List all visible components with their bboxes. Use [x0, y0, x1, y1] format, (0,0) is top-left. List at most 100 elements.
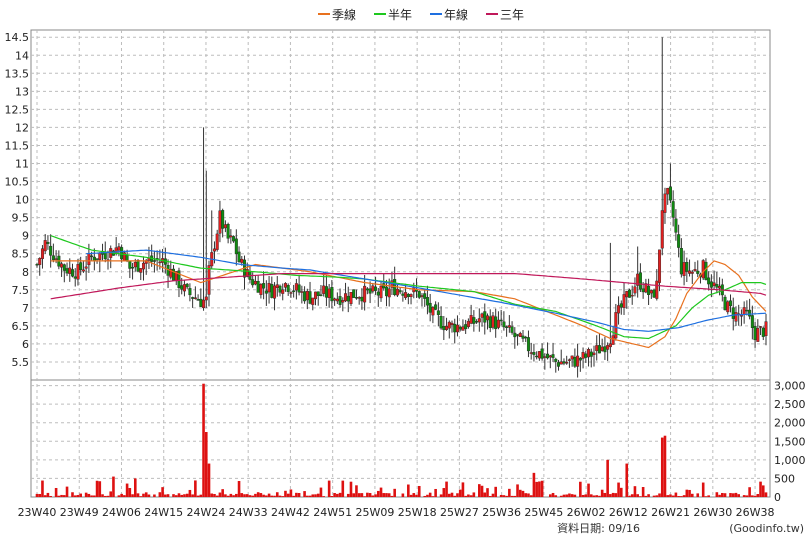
candle-body — [311, 297, 315, 305]
volume-bar — [292, 495, 295, 497]
candle-body — [660, 210, 664, 249]
candle-body — [73, 276, 77, 279]
volume-bar — [734, 492, 738, 497]
volume-bar — [745, 495, 749, 497]
candle-body — [606, 345, 610, 350]
volume-bar — [633, 486, 637, 497]
volume-bar — [426, 494, 429, 497]
volume-bar — [579, 481, 582, 497]
volume-bar — [458, 489, 462, 497]
volume-bar — [248, 495, 252, 497]
volume-bar — [453, 495, 457, 497]
volume-bar — [221, 489, 224, 497]
volume-bar — [333, 493, 336, 497]
candle-body — [363, 285, 367, 303]
volume-bar — [412, 493, 416, 497]
volume-bar — [619, 487, 623, 497]
candle-body — [764, 321, 768, 337]
candle-body — [510, 326, 514, 333]
candle-body — [745, 309, 749, 312]
candle-body — [756, 328, 760, 342]
volume-bar — [139, 496, 143, 497]
volume-bar — [117, 495, 121, 497]
x-tick-label: 24W42 — [271, 506, 310, 519]
volume-bar — [199, 494, 203, 497]
volume-bar — [491, 493, 495, 497]
volume-bar — [415, 494, 418, 497]
x-tick-label: 24W33 — [229, 506, 268, 519]
x-tick-label: 26W02 — [567, 506, 606, 519]
candle-body — [84, 266, 88, 269]
volume-bar — [753, 495, 757, 497]
candle-body — [251, 279, 255, 286]
volume-bar — [764, 492, 768, 497]
candle-body — [556, 362, 560, 367]
volume-bar — [109, 491, 113, 497]
volume-bar — [505, 495, 508, 497]
volume-bar — [600, 489, 604, 497]
volume-bar — [513, 495, 517, 497]
candle-body — [398, 290, 402, 293]
volume-bar — [281, 496, 285, 497]
candle-body — [682, 262, 686, 276]
volume-bar — [434, 488, 437, 497]
candle-body — [480, 313, 484, 318]
volume-bar — [191, 494, 194, 497]
price-tick-label: 9.5 — [12, 212, 30, 225]
volume-bar — [213, 493, 216, 497]
volume-bar — [655, 495, 659, 497]
volume-bar — [718, 494, 721, 497]
volume-bar — [237, 481, 241, 497]
volume-bar — [120, 493, 123, 497]
candle-body — [674, 218, 678, 233]
volume-bar — [215, 495, 219, 497]
price-tick-label: 11 — [15, 158, 29, 171]
candle-body — [215, 233, 219, 250]
volume-bar — [423, 495, 427, 497]
volume-bar — [76, 495, 80, 497]
candle-body — [35, 264, 39, 266]
candle-body — [447, 321, 451, 329]
candle-body — [423, 293, 427, 299]
candle-body — [43, 240, 47, 252]
price-tick-label: 9 — [22, 230, 29, 243]
moving-average-line — [86, 249, 767, 332]
volume-bar — [469, 495, 473, 497]
candle-body — [483, 311, 487, 323]
candle-body — [90, 255, 94, 258]
candle-body — [666, 187, 670, 195]
candle-body — [587, 349, 591, 358]
candle-body — [204, 296, 208, 301]
volume-bar — [508, 488, 511, 497]
legend-label: 半年 — [388, 8, 412, 22]
volume-bar — [641, 487, 645, 497]
candle-body — [731, 307, 735, 319]
candle-body — [117, 246, 121, 251]
volume-bar — [35, 493, 39, 497]
volume-bar — [671, 495, 675, 497]
volume-bar — [185, 493, 189, 497]
candle-body — [617, 305, 621, 314]
volume-bar — [330, 495, 334, 497]
volume-bar — [658, 493, 661, 497]
candle-body — [491, 315, 495, 328]
volume-bar — [562, 494, 566, 497]
candle-body — [584, 353, 588, 358]
candle-body — [554, 358, 558, 362]
source-label: (Goodinfo.tw) — [729, 522, 804, 535]
volume-bar — [554, 495, 558, 497]
candle-body — [368, 288, 372, 294]
volume-bar — [407, 484, 410, 497]
volume-bar — [232, 495, 235, 497]
candle-body — [308, 291, 312, 304]
candle-body — [87, 253, 91, 266]
candle-body — [172, 268, 176, 281]
candle-body — [641, 288, 645, 293]
candle-body — [486, 315, 490, 321]
candle-body — [573, 356, 577, 367]
volume-bar — [93, 495, 96, 497]
candle-body — [54, 258, 58, 260]
candle-body — [60, 263, 64, 268]
volume-bar — [390, 495, 394, 497]
candle-body — [600, 346, 604, 351]
